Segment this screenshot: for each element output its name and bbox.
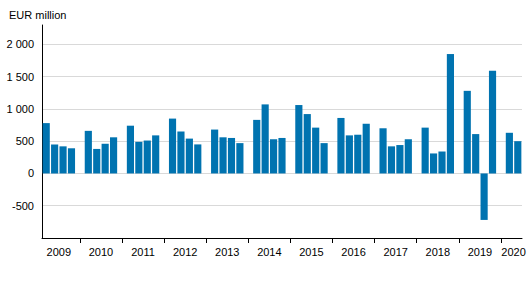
svg-text:2 000: 2 000	[6, 38, 34, 50]
svg-text:1 500: 1 500	[6, 71, 34, 83]
svg-text:EUR million: EUR million	[9, 9, 66, 21]
svg-text:2017: 2017	[383, 246, 407, 258]
svg-text:2011: 2011	[131, 246, 155, 258]
svg-text:2016: 2016	[341, 246, 365, 258]
svg-text:2009: 2009	[47, 246, 71, 258]
svg-text:-500: -500	[12, 200, 34, 212]
svg-text:2020: 2020	[501, 246, 525, 258]
svg-text:2013: 2013	[215, 246, 239, 258]
svg-text:0: 0	[28, 167, 34, 179]
svg-text:2010: 2010	[89, 246, 113, 258]
svg-text:1 000: 1 000	[6, 103, 34, 115]
svg-text:2018: 2018	[426, 246, 450, 258]
svg-text:2019: 2019	[468, 246, 492, 258]
svg-text:500: 500	[16, 135, 34, 147]
svg-text:2015: 2015	[299, 246, 323, 258]
svg-text:2012: 2012	[173, 246, 197, 258]
svg-text:2014: 2014	[257, 246, 281, 258]
